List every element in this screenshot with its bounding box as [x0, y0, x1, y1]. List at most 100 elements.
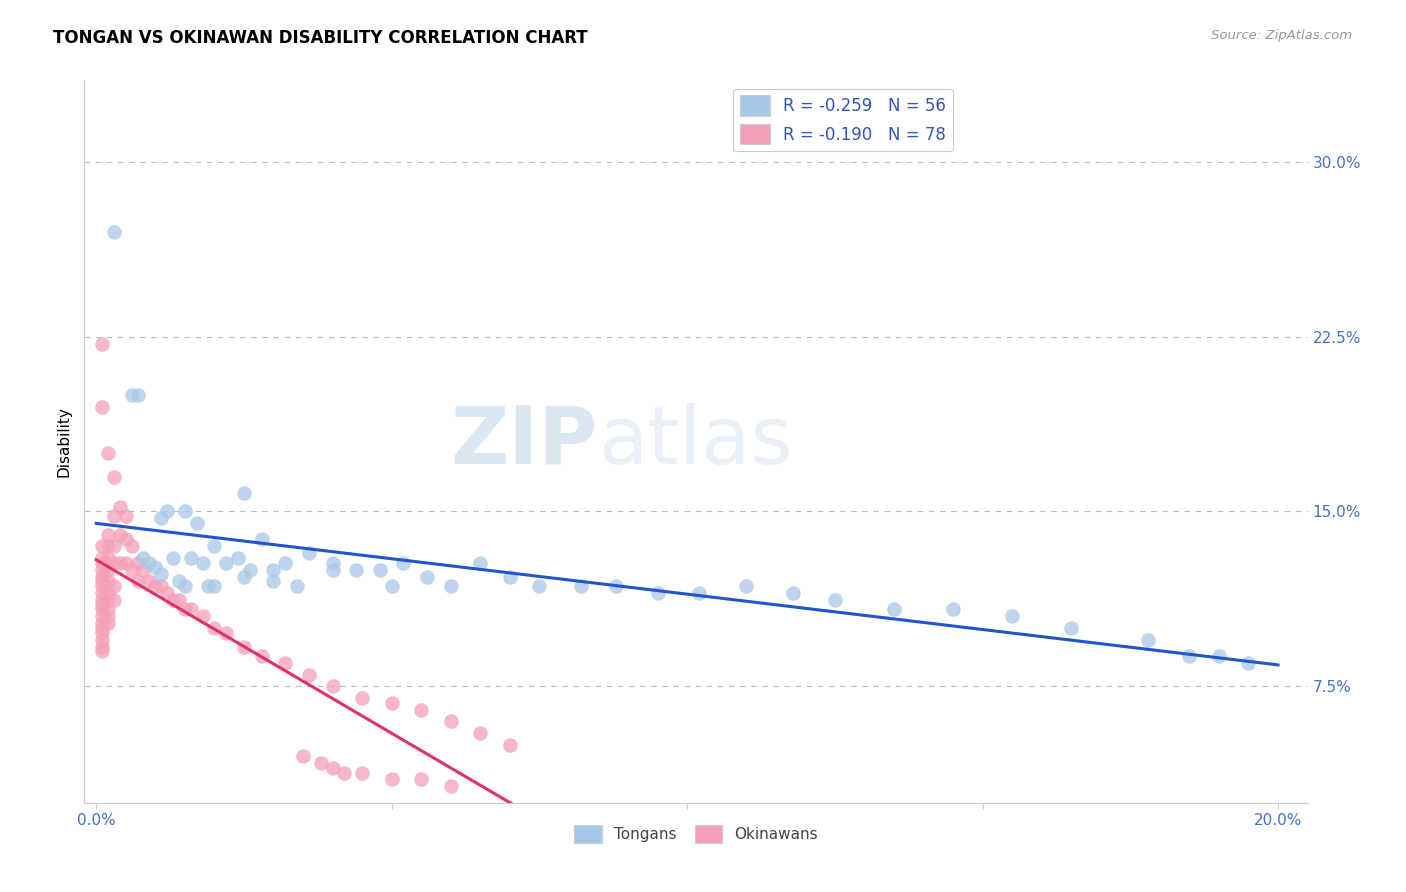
Point: [1237, 656, 1260, 670]
Point: [298, 546, 321, 560]
Point: [138, 556, 160, 570]
Point: [91, 400, 114, 414]
Point: [1001, 609, 1024, 624]
Point: [250, 648, 273, 663]
Point: [97, 563, 120, 577]
Point: [499, 738, 522, 752]
Point: [322, 556, 344, 570]
Point: [150, 567, 173, 582]
Point: [180, 602, 202, 616]
Point: [381, 696, 404, 710]
Point: [138, 574, 160, 589]
Point: [97, 602, 120, 616]
Point: [156, 586, 179, 600]
Point: [173, 504, 195, 518]
Point: [191, 609, 214, 624]
Legend: Tongans, Okinawans: Tongans, Okinawans: [568, 819, 824, 849]
Point: [114, 556, 136, 570]
Point: [108, 528, 131, 542]
Point: [202, 579, 225, 593]
Point: [215, 556, 238, 570]
Point: [202, 540, 225, 554]
Point: [103, 579, 125, 593]
Point: [352, 690, 374, 705]
Point: [239, 563, 262, 577]
Point: [1178, 648, 1201, 663]
Point: [605, 579, 627, 593]
Point: [416, 570, 439, 584]
Point: [262, 574, 284, 589]
Point: [440, 714, 463, 729]
Point: [91, 644, 114, 658]
Point: [91, 336, 114, 351]
Point: [91, 640, 114, 654]
Point: [499, 570, 522, 584]
Y-axis label: Disability: Disability: [56, 406, 72, 477]
Point: [127, 388, 149, 402]
Point: [91, 602, 114, 616]
Point: [91, 625, 114, 640]
Point: [298, 667, 321, 681]
Point: [232, 485, 254, 500]
Point: [411, 772, 433, 787]
Point: [162, 593, 184, 607]
Point: [180, 551, 202, 566]
Point: [440, 579, 463, 593]
Point: [97, 551, 120, 566]
Point: [569, 579, 592, 593]
Point: [91, 593, 114, 607]
Point: [1060, 621, 1083, 635]
Point: [883, 602, 905, 616]
Point: [1137, 632, 1160, 647]
Point: [440, 780, 463, 794]
Point: [411, 702, 433, 716]
Point: [97, 609, 120, 624]
Point: [232, 570, 254, 584]
Point: [97, 593, 120, 607]
Point: [285, 579, 308, 593]
Point: [824, 593, 846, 607]
Point: [132, 551, 155, 566]
Point: [262, 563, 284, 577]
Point: [333, 765, 356, 780]
Point: [103, 540, 125, 554]
Point: [97, 574, 120, 589]
Point: [167, 574, 190, 589]
Point: [226, 551, 249, 566]
Point: [114, 533, 136, 547]
Point: [91, 574, 114, 589]
Point: [97, 616, 120, 631]
Point: [97, 446, 120, 460]
Point: [381, 772, 404, 787]
Point: [368, 563, 391, 577]
Point: [91, 540, 114, 554]
Point: [173, 602, 195, 616]
Point: [91, 551, 114, 566]
Point: [97, 528, 120, 542]
Point: [381, 579, 404, 593]
Point: [782, 586, 804, 600]
Point: [322, 761, 344, 775]
Point: [942, 602, 965, 616]
Point: [470, 556, 492, 570]
Point: [162, 551, 184, 566]
Point: [97, 586, 120, 600]
Point: [735, 579, 758, 593]
Point: [274, 656, 297, 670]
Text: ZIP: ZIP: [451, 402, 598, 481]
Point: [132, 563, 155, 577]
Point: [202, 621, 225, 635]
Point: [91, 586, 114, 600]
Point: [215, 625, 238, 640]
Point: [529, 579, 551, 593]
Point: [167, 593, 190, 607]
Point: [91, 563, 114, 577]
Point: [103, 556, 125, 570]
Point: [392, 556, 415, 570]
Point: [232, 640, 254, 654]
Text: Source: ZipAtlas.com: Source: ZipAtlas.com: [1212, 29, 1353, 42]
Text: atlas: atlas: [598, 402, 793, 481]
Point: [688, 586, 710, 600]
Point: [186, 516, 208, 530]
Point: [91, 579, 114, 593]
